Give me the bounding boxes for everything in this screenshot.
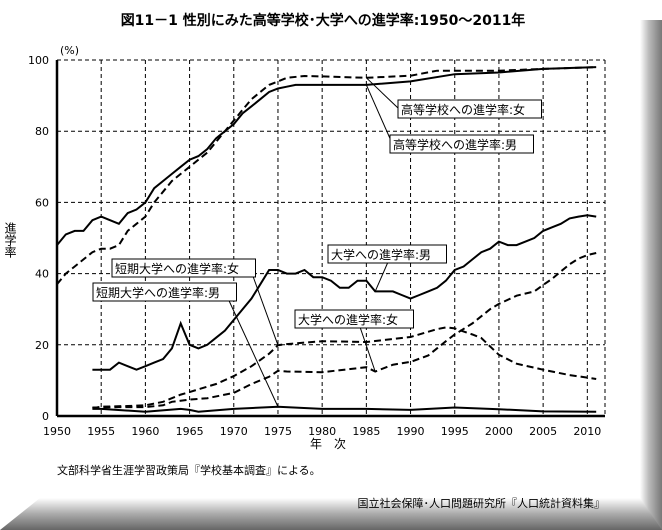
series-line-5 <box>92 405 597 413</box>
x-tick-label: 1980 <box>308 425 336 438</box>
frame-bevel-right <box>640 20 662 530</box>
leader-line <box>249 267 279 346</box>
x-tick-label: 1960 <box>131 425 159 438</box>
series-label: 短期大学への進学率:女 <box>115 261 239 276</box>
y-tick-label: 0 <box>42 410 49 423</box>
x-tick-label: 1955 <box>87 425 115 438</box>
series-line-4 <box>92 326 597 410</box>
y-tick-label: 40 <box>35 268 49 281</box>
leader-line <box>224 291 279 407</box>
series-label: 高等学校への進学率:男 <box>393 137 517 152</box>
series-label-box <box>397 99 542 119</box>
x-axis-label: 年 次 <box>310 437 346 451</box>
leader-line <box>365 84 393 144</box>
series-label-box <box>294 309 414 329</box>
series-label-box <box>111 258 256 278</box>
y-unit: (%) <box>60 44 79 57</box>
leader-line <box>359 326 376 372</box>
frame-bevel-bottom <box>0 498 662 530</box>
x-tick-label: 1965 <box>176 425 204 438</box>
series-label-box <box>327 244 447 264</box>
series-label: 短期大学への進学率:男 <box>96 285 220 300</box>
x-tick-label: 1985 <box>352 425 380 438</box>
series-label: 大学への進学率:女 <box>298 312 398 327</box>
source-note: 文部科学省生涯学習政策局『学校基本調査』による。 <box>57 463 321 477</box>
series-line-3 <box>92 252 597 409</box>
x-tick-label: 2000 <box>485 425 513 438</box>
chart-title: 図11－1 性別にみた高等学校･大学への進学率:1950～2011年 <box>121 12 526 29</box>
x-tick-label: 1975 <box>264 425 292 438</box>
y-tick-label: 60 <box>35 196 49 209</box>
x-tick-label: 2010 <box>573 425 601 438</box>
x-tick-label: 1990 <box>397 425 425 438</box>
leader-line <box>374 261 389 292</box>
series-label: 大学への進学率:男 <box>331 247 431 262</box>
x-tick-label: 1970 <box>220 425 248 438</box>
series-line-2 <box>92 214 597 371</box>
x-tick-label: 2005 <box>529 425 557 438</box>
y-tick-label: 20 <box>35 339 49 352</box>
credit: 国立社会保障･人口問題研究所『人口統計資料集』 <box>358 496 606 510</box>
x-tick-label: 1995 <box>441 425 469 438</box>
y-axis-label: 進学率 <box>3 222 17 258</box>
series-label: 高等学校への進学率:女 <box>401 102 525 117</box>
leader-line <box>366 77 399 109</box>
series-line-0 <box>56 66 597 285</box>
series-label-box <box>92 282 237 302</box>
y-tick-label: 100 <box>28 54 49 67</box>
series-label-box <box>389 134 534 154</box>
x-tick-label: 1950 <box>43 425 71 438</box>
series-line-1 <box>56 66 597 246</box>
y-tick-label: 80 <box>35 125 49 138</box>
